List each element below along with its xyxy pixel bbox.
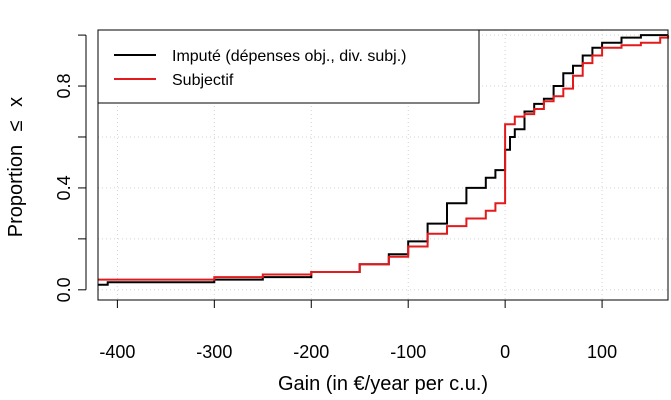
- y-axis-title-var: x: [5, 97, 27, 107]
- y-tick-label: 0.4: [54, 175, 74, 200]
- x-tick-label: 100: [587, 342, 617, 362]
- y-axis-title: Proportion ≤ x: [5, 97, 27, 237]
- x-tick-label: 0: [500, 342, 510, 362]
- x-axis-title: Gain (in €/year per c.u.): [278, 373, 488, 395]
- legend: Imputé (dépenses obj., div. subj.) Subjec…: [97, 29, 480, 104]
- y-axis: 0.0 0.4 0.8: [54, 34, 87, 302]
- x-tick-label: -100: [390, 342, 426, 362]
- y-axis-title-symbol: ≤: [5, 120, 27, 131]
- x-tick-label: -200: [293, 342, 329, 362]
- series-line-subjectif: [98, 35, 669, 281]
- legend-label: Subjectif: [172, 72, 234, 89]
- series-layer: [98, 34, 669, 286]
- x-axis: -400 -300 -200 -100 0 100: [99, 299, 617, 362]
- x-tick-label: -400: [99, 342, 135, 362]
- legend-box: [97, 29, 480, 104]
- legend-label: Imputé (dépenses obj., div. subj.): [172, 48, 407, 65]
- y-tick-label: 0.8: [54, 74, 74, 99]
- y-axis-title-text: Proportion: [5, 145, 27, 237]
- x-tick-label: -300: [196, 342, 232, 362]
- y-tick-label: 0.0: [54, 277, 74, 302]
